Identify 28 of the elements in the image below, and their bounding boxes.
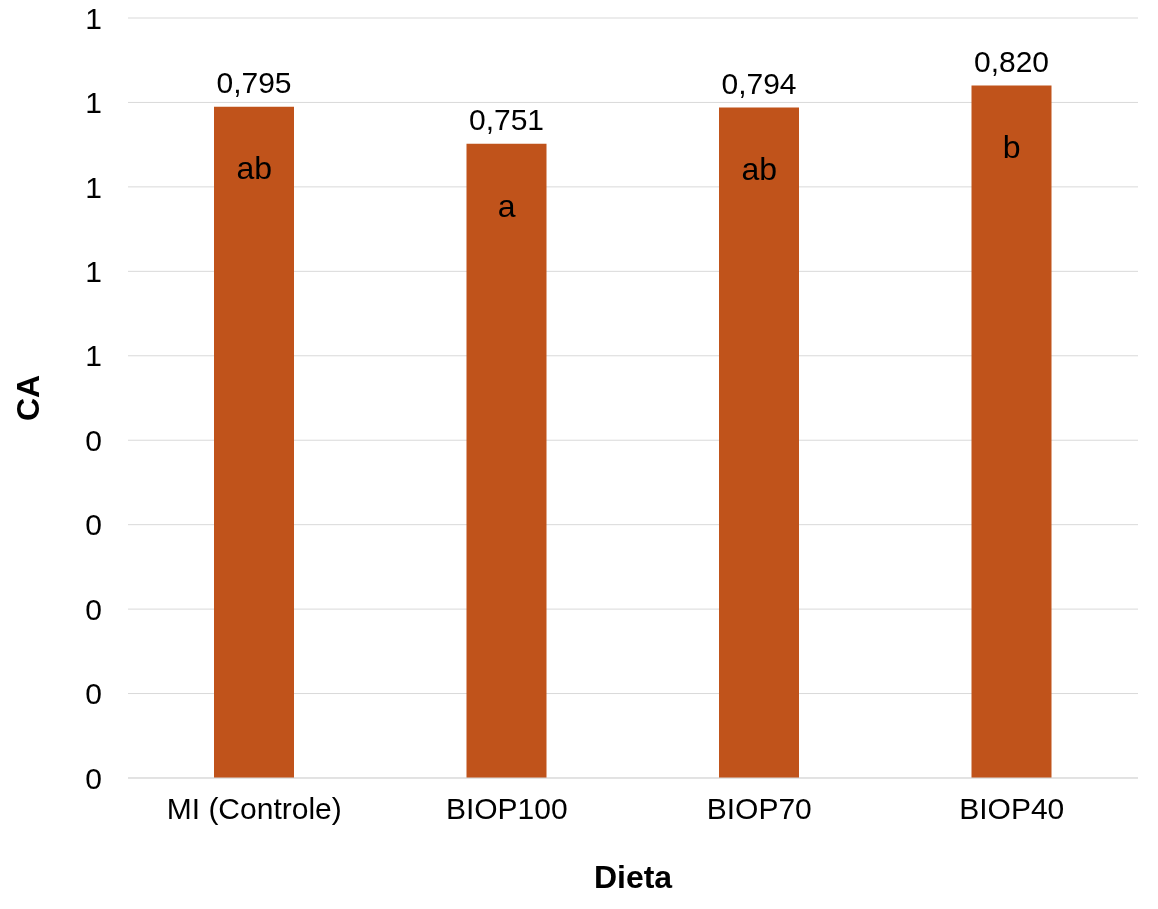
data-label: 0,820 [973, 44, 1050, 78]
annotation: b [1002, 129, 1021, 166]
data-label: 0,751 [468, 102, 545, 136]
annotation: a [497, 187, 516, 224]
bar [719, 107, 799, 778]
y-tick-label: 1 [85, 1, 102, 35]
y-tick-label: 0 [85, 677, 102, 711]
y-tick-label: 0 [85, 423, 102, 457]
x-tick-label: BIOP70 [706, 792, 812, 826]
y-tick-label: 0 [85, 761, 102, 795]
x-tick-label: BIOP100 [445, 792, 568, 826]
x-tick-label: MI (Controle) [166, 792, 342, 826]
bar [971, 85, 1052, 778]
x-axis-title: Dieta [593, 859, 673, 895]
x-tick-label: BIOP40 [959, 792, 1065, 826]
annotation: ab [741, 151, 778, 188]
y-tick-label: 0 [85, 592, 102, 626]
y-tick-label: 1 [85, 339, 102, 373]
y-tick-label: 1 [85, 86, 102, 120]
annotation: ab [236, 150, 273, 187]
y-axis-title: CA [10, 374, 47, 422]
y-tick-label: 1 [85, 254, 102, 288]
bar [214, 106, 294, 778]
data-label: 0,794 [721, 66, 797, 100]
y-tick-label: 1 [85, 170, 102, 204]
y-tick-label: 0 [85, 508, 102, 542]
bar [466, 143, 547, 778]
data-label: 0,795 [216, 65, 292, 99]
